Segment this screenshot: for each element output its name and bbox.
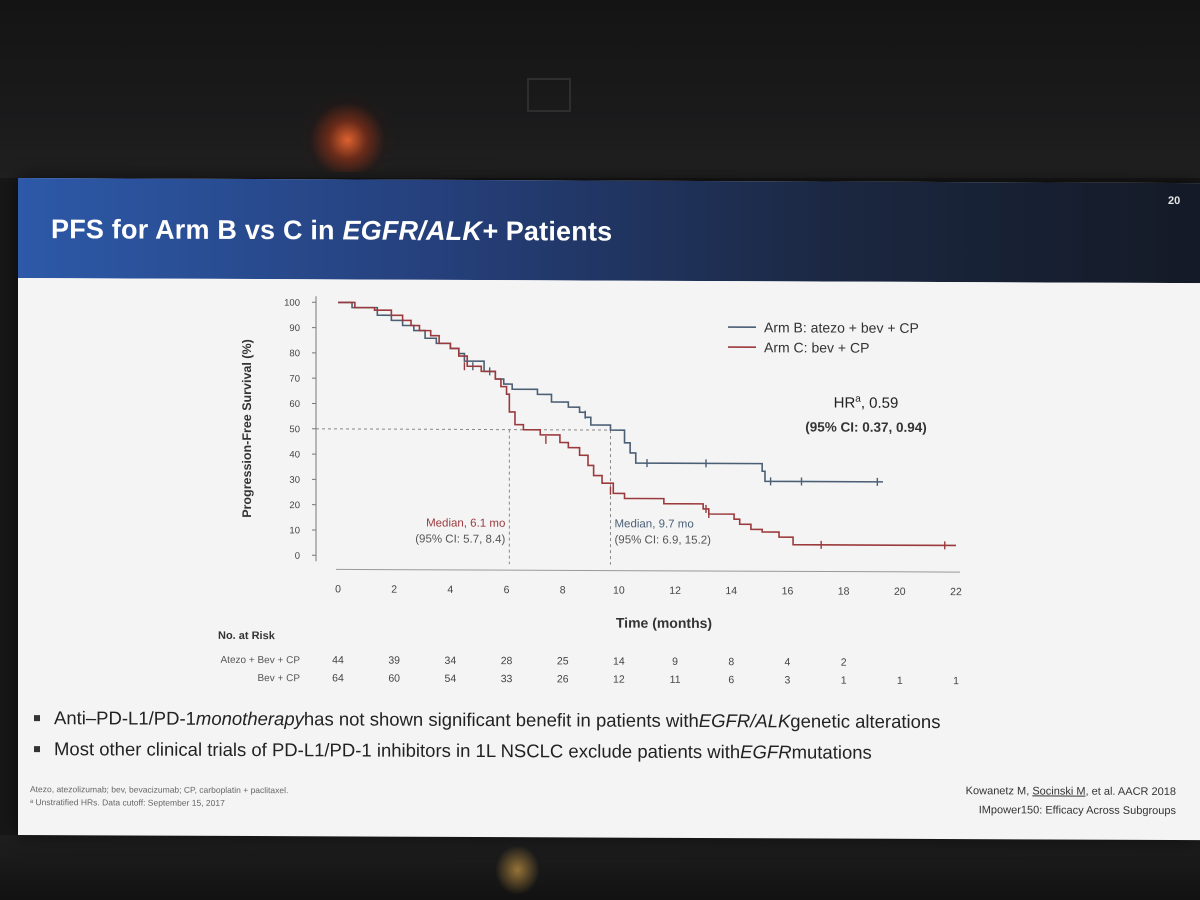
ceiling-fixture — [527, 78, 571, 112]
bullet-emphasis: monotherapy — [195, 707, 304, 729]
room-background-bottom — [0, 835, 1200, 900]
bullet-marker — [34, 745, 40, 752]
x-tick-label: 10 — [613, 585, 625, 597]
x-tick-label: 2 — [391, 584, 397, 596]
x-axis-label: Time (months) — [616, 615, 712, 631]
floor-light — [495, 845, 540, 895]
y-tick-label: 60 — [289, 399, 300, 410]
ceiling-light — [300, 92, 395, 172]
presentation-slide: PFS for Arm B vs C in EGFR/ALK+ Patients… — [18, 178, 1200, 841]
median-label: Median, 9.7 mo — [614, 518, 693, 530]
at-risk-value: 6 — [728, 674, 734, 686]
x-tick-label: 20 — [894, 586, 906, 598]
x-tick-label: 4 — [447, 584, 453, 596]
x-tick-label: 6 — [504, 584, 510, 596]
x-tick-label: 14 — [725, 585, 737, 597]
reference-author: Socinski M — [1032, 785, 1086, 798]
bullet-list: Anti–PD-L1/PD-1 monotherapy has not show… — [34, 702, 1194, 769]
chart-background — [18, 278, 1200, 704]
x-tick-label: 12 — [669, 585, 681, 597]
y-tick-label: 0 — [295, 551, 300, 562]
at-risk-value: 54 — [445, 673, 457, 685]
bullet-text: has not shown significant benefit in pat… — [303, 707, 699, 731]
at-risk-value: 26 — [557, 673, 569, 685]
x-axis — [336, 568, 960, 573]
room-background-top — [0, 0, 1200, 178]
bullet-item-1: Anti–PD-L1/PD-1 monotherapy has not show… — [34, 702, 1194, 738]
at-risk-row-label: Atezo + Bev + CP — [221, 655, 301, 666]
bullet-text: genetic alterations — [790, 709, 941, 732]
at-risk-value: 64 — [332, 672, 344, 684]
median-ci-label: (95% CI: 5.7, 8.4) — [415, 533, 505, 545]
x-tick-label: 16 — [782, 585, 794, 597]
hazard-ratio-ci: (95% CI: 0.37, 0.94) — [805, 419, 927, 435]
y-tick-label: 10 — [289, 525, 300, 536]
x-tick-label: 22 — [950, 586, 962, 598]
y-tick-label: 40 — [289, 449, 300, 460]
bullet-marker — [34, 714, 40, 721]
at-risk-row-label: Bev + CP — [257, 673, 300, 684]
median-label: Median, 6.1 mo — [426, 517, 505, 529]
bullet-emphasis: EGFR/ALK — [698, 709, 791, 731]
median-50-line — [316, 428, 611, 431]
hazard-ratio: HRa, 0.59 — [834, 394, 899, 412]
x-tick-label: 0 — [335, 583, 341, 595]
y-tick-label: 20 — [289, 500, 300, 511]
at-risk-value: 4 — [785, 656, 791, 668]
bullet-text: Anti–PD-L1/PD-1 — [54, 706, 196, 729]
y-tick-label: 70 — [289, 374, 300, 385]
at-risk-value: 33 — [501, 673, 513, 685]
at-risk-value: 1 — [841, 675, 847, 687]
at-risk-value: 2 — [841, 657, 847, 669]
x-tick-label: 8 — [560, 584, 566, 596]
footnote-hr: ᵃ Unstratified HRs. Data cutoff: Septemb… — [30, 797, 225, 808]
y-tick-label: 30 — [289, 475, 300, 486]
y-axis-label: Progression-Free Survival (%) — [240, 339, 254, 518]
footnote-abbreviations: Atezo, atezolizumab; bev, bevacizumab; C… — [30, 784, 289, 796]
y-tick-label: 100 — [284, 298, 300, 309]
at-risk-value: 3 — [785, 674, 791, 686]
at-risk-value: 1 — [897, 675, 903, 687]
bullet-item-2: Most other clinical trials of PD-L1/PD-1… — [34, 733, 1194, 769]
hr-value: , 0.59 — [861, 395, 899, 412]
bullet-text: mutations — [791, 740, 872, 763]
at-risk-value: 60 — [388, 673, 400, 685]
at-risk-value: 28 — [501, 655, 513, 667]
y-tick-label: 80 — [289, 348, 300, 359]
reference-line-1: Kowanetz M, Socinski M, et al. AACR 2018 — [866, 785, 1176, 798]
median-ci-label: (95% CI: 6.9, 15.2) — [614, 534, 711, 546]
at-risk-value: 34 — [445, 655, 457, 667]
y-tick-label: 90 — [289, 323, 300, 334]
legend-label: Arm B: atezo + bev + CP — [764, 319, 919, 336]
y-tick-label: 50 — [289, 424, 300, 435]
at-risk-value: 8 — [728, 656, 734, 668]
at-risk-value: 11 — [670, 674, 681, 686]
reference-text: , et al. AACR 2018 — [1085, 785, 1177, 799]
x-tick-label: 18 — [838, 586, 850, 598]
at-risk-value: 25 — [557, 655, 569, 667]
hr-superscript: a — [855, 394, 861, 405]
at-risk-value: 1 — [953, 675, 959, 687]
bullet-emphasis: EGFR — [740, 740, 792, 762]
km-curve-arm-c — [338, 301, 956, 547]
at-risk-value: 14 — [613, 656, 625, 668]
at-risk-title: No. at Risk — [218, 630, 276, 642]
reference-line-2: IMpower150: Efficacy Across Subgroups — [978, 804, 1176, 818]
reference-text: Kowanetz M, — [965, 785, 1033, 798]
hr-label: HR — [834, 395, 856, 412]
at-risk-value: 9 — [672, 656, 678, 668]
bullet-text: Most other clinical trials of PD-L1/PD-1… — [54, 737, 741, 762]
at-risk-value: 12 — [613, 674, 625, 686]
at-risk-value: 39 — [388, 655, 400, 667]
at-risk-value: 44 — [332, 654, 344, 666]
legend-label: Arm C: bev + CP — [764, 339, 869, 355]
